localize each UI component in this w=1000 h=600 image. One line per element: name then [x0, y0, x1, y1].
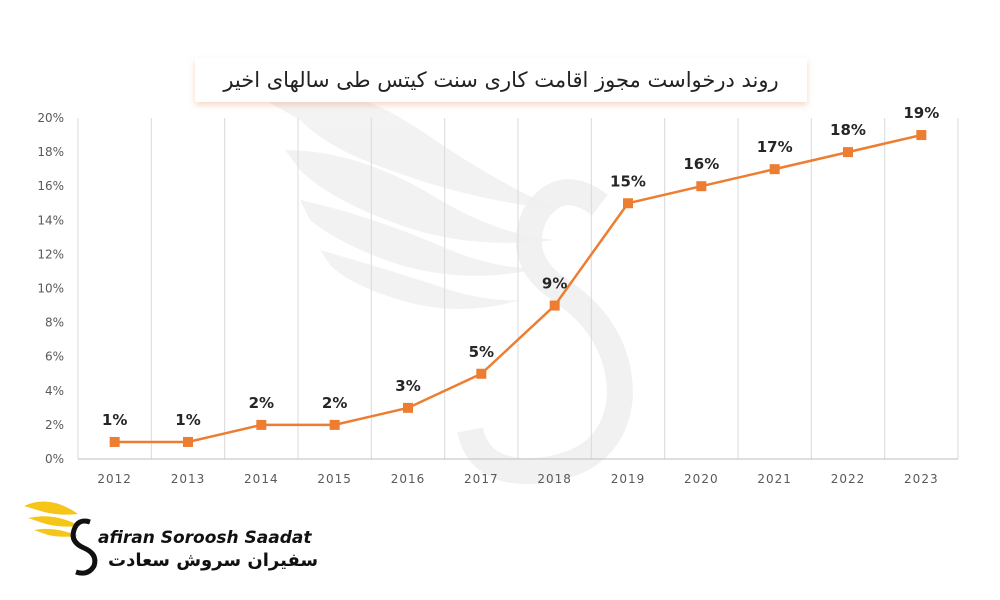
- x-tick-label: 2017: [464, 472, 499, 486]
- data-label: 18%: [830, 121, 866, 139]
- data-point: [916, 130, 927, 141]
- data-point: [329, 419, 340, 430]
- data-label: 19%: [903, 104, 939, 122]
- logo-text-en: afiran Soroosh Saadat: [98, 528, 312, 548]
- x-tick-label: 2018: [537, 472, 572, 486]
- x-tick-label: 2016: [391, 472, 426, 486]
- y-tick-label: 20%: [37, 111, 64, 125]
- data-label: 1%: [102, 411, 127, 429]
- data-label: 3%: [395, 377, 420, 395]
- data-point: [696, 181, 707, 192]
- data-point: [109, 436, 120, 447]
- y-tick-label: 0%: [45, 452, 64, 466]
- x-tick-label: 2014: [244, 472, 279, 486]
- watermark-swan-s-icon: [457, 179, 634, 485]
- logo-text-fa: سفیران سروش سعادت: [108, 550, 319, 571]
- y-tick-label: 18%: [37, 145, 64, 159]
- x-tick-label: 2013: [171, 472, 206, 486]
- series-line: [114, 133, 922, 444]
- watermark-logo-icon: [265, 90, 560, 309]
- x-tick-label: 2023: [904, 472, 939, 486]
- y-tick-label: 4%: [45, 384, 64, 398]
- x-tick-label: 2019: [611, 472, 646, 486]
- data-point: [403, 402, 413, 413]
- winged-s-logo-icon: [24, 501, 98, 576]
- y-tick-label: 8%: [45, 316, 64, 330]
- data-label: 2%: [249, 394, 274, 412]
- data-point: [843, 147, 853, 158]
- x-tick-label: 2012: [97, 472, 132, 486]
- x-tick-label: 2021: [757, 472, 792, 486]
- data-point: [256, 419, 267, 430]
- data-label: 1%: [175, 411, 200, 429]
- x-tick-label: 2020: [684, 472, 719, 486]
- data-label: 9%: [542, 275, 567, 293]
- data-label: 2%: [322, 394, 347, 412]
- data-label: 17%: [757, 138, 793, 156]
- data-point: [769, 164, 780, 175]
- chart-title-box: روند درخواست مجوز اقامت کاری سنت کیتس طی…: [195, 58, 807, 102]
- data-point: [476, 368, 487, 379]
- y-tick-label: 14%: [37, 213, 64, 227]
- y-tick-label: 6%: [45, 350, 64, 364]
- y-tick-label: 16%: [37, 179, 64, 193]
- brand-logo: afiran Soroosh Saadat سفیران سروش سعادت: [20, 492, 318, 582]
- y-tick-label: 12%: [37, 247, 64, 261]
- chart-title: روند درخواست مجوز اقامت کاری سنت کیتس طی…: [223, 68, 779, 92]
- data-label: 5%: [469, 343, 494, 361]
- data-label: 16%: [683, 155, 719, 173]
- data-point: [183, 436, 193, 447]
- x-tick-label: 2015: [317, 472, 352, 486]
- data-point: [623, 198, 633, 209]
- y-tick-label: 2%: [45, 418, 64, 432]
- data-point: [549, 300, 560, 311]
- y-tick-label: 10%: [37, 282, 64, 296]
- data-label: 15%: [610, 172, 646, 190]
- x-tick-label: 2022: [831, 472, 866, 486]
